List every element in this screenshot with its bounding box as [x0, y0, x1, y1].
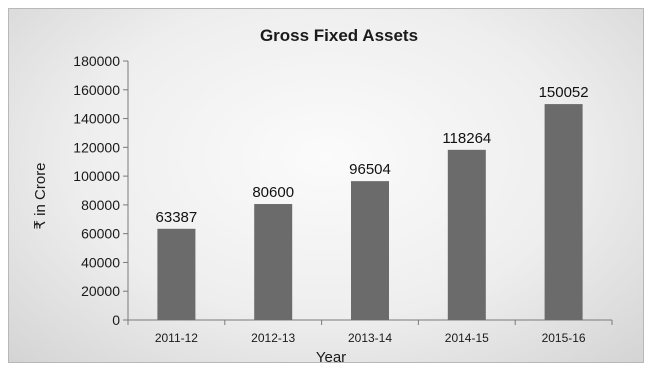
y-tick-label: 40000 [81, 254, 120, 270]
y-tick-label: 60000 [81, 226, 120, 242]
y-axis-label: ₹ in Crore [32, 162, 49, 229]
bar-2011-12 [157, 228, 196, 320]
y-tick-label: 140000 [73, 111, 120, 127]
data-label-2014-15: 118264 [442, 130, 491, 147]
data-label-2015-16: 150052 [539, 84, 589, 101]
bar-2012-13 [254, 204, 293, 320]
y-tick-label: 80000 [81, 197, 120, 213]
x-tick-label: 2013-14 [348, 331, 392, 345]
y-tick-label: 0 [112, 312, 120, 328]
bars: 63387 80600 96504 118264 150052 [156, 84, 589, 320]
y-tick-label: 180000 [73, 53, 120, 69]
y-axis: 0 20000 40000 60000 80000 100000 120000 140000 1… [73, 53, 129, 328]
x-tick-label: 2014-15 [445, 331, 489, 345]
y-tick-label: 120000 [73, 139, 120, 155]
y-tick-label: 100000 [73, 168, 120, 184]
chart-title: Gross Fixed Assets [260, 26, 418, 45]
x-axis: 2011-12 2012-13 2013-14 2014-15 2015-16 [127, 319, 613, 345]
chart-frame [8, 8, 644, 363]
y-tick-label: 20000 [81, 283, 120, 299]
bar-2013-14 [351, 181, 389, 320]
x-tick-label: 2011-12 [155, 331, 198, 345]
data-label-2013-14: 96504 [349, 161, 391, 178]
data-label-2012-13: 80600 [252, 184, 294, 201]
data-label-2011-12: 63387 [156, 209, 198, 226]
x-tick-label: 2015-16 [542, 331, 586, 345]
x-axis-label: Year [316, 349, 346, 366]
x-tick-label: 2012-13 [251, 331, 295, 345]
y-tick-label: 160000 [73, 82, 120, 98]
bar-2015-16 [544, 104, 583, 320]
bar-2014-15 [447, 149, 486, 320]
